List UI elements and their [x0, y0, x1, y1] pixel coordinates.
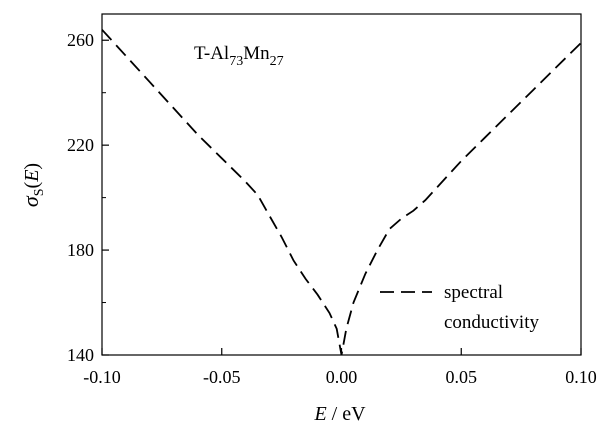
series-line-spectral-conductivity: [101, 29, 582, 356]
y-tick-label: 140: [67, 345, 94, 365]
x-tick-label: 0.00: [326, 367, 358, 387]
x-axis-ticks: -0.10 -0.05 0.00 0.05 0.10: [83, 348, 597, 387]
y-axis-label: σS(E): [18, 163, 47, 207]
legend-label-line2: conductivity: [444, 312, 539, 333]
y-tick-label: 260: [67, 30, 94, 50]
x-tick-label: -0.05: [203, 367, 241, 387]
y-tick-label: 180: [67, 240, 94, 260]
plot-frame: [101, 13, 582, 356]
x-tick-label: -0.10: [83, 367, 121, 387]
x-tick-label: 0.10: [565, 367, 597, 387]
y-axis-ticks: 140 180 220 260: [67, 30, 109, 365]
y-tick-label: 220: [67, 135, 94, 155]
material-annotation: T-Al73Mn27: [194, 43, 284, 69]
legend-label-line1: spectral: [444, 282, 503, 303]
x-axis-label: E / eV: [313, 403, 366, 425]
x-tick-label: 0.05: [446, 367, 478, 387]
